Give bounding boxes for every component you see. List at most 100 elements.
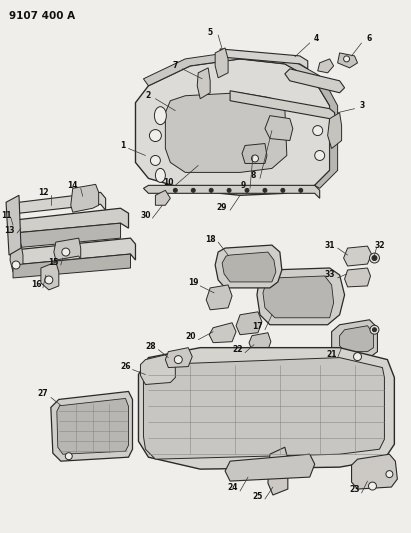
Polygon shape [13,254,131,278]
Polygon shape [215,48,228,78]
Text: 19: 19 [188,278,199,287]
Text: 13: 13 [4,225,14,235]
Circle shape [62,248,70,256]
Circle shape [65,453,72,459]
Polygon shape [339,326,374,352]
Text: 10: 10 [163,178,173,187]
Polygon shape [315,78,337,188]
Circle shape [299,188,303,192]
Text: 27: 27 [37,389,48,398]
Polygon shape [230,91,335,120]
Polygon shape [206,285,232,310]
Text: 6: 6 [367,35,372,44]
Circle shape [369,482,376,490]
Polygon shape [225,454,315,481]
Circle shape [45,276,53,284]
Circle shape [150,156,160,165]
Polygon shape [141,353,175,384]
Text: 23: 23 [349,484,360,494]
Text: 28: 28 [145,342,156,351]
Circle shape [173,188,177,192]
Polygon shape [242,143,267,164]
Polygon shape [165,93,287,172]
Text: 2: 2 [146,91,151,100]
Polygon shape [332,320,377,358]
Ellipse shape [155,107,166,125]
Circle shape [370,325,379,334]
Polygon shape [143,185,320,198]
Polygon shape [351,454,397,489]
Text: 4: 4 [314,35,319,44]
Polygon shape [257,268,344,325]
Polygon shape [344,246,372,266]
Polygon shape [13,238,136,265]
Circle shape [344,56,350,62]
Text: 5: 5 [208,28,213,36]
Polygon shape [265,116,293,141]
Text: 33: 33 [324,270,335,279]
Text: 1: 1 [120,141,125,150]
Polygon shape [328,112,342,149]
Text: 11: 11 [1,211,11,220]
Polygon shape [51,391,132,461]
Circle shape [209,188,213,192]
Polygon shape [13,208,129,233]
Circle shape [281,188,285,192]
Polygon shape [249,333,271,351]
Circle shape [386,471,393,478]
Circle shape [252,155,259,162]
Circle shape [150,130,162,142]
Text: 24: 24 [228,482,238,491]
Polygon shape [318,59,334,73]
Polygon shape [71,184,99,212]
Polygon shape [165,348,192,368]
Polygon shape [143,51,320,86]
Text: 29: 29 [217,203,227,212]
Circle shape [313,126,323,135]
Ellipse shape [155,168,165,182]
Circle shape [245,188,249,192]
Polygon shape [6,195,21,255]
Polygon shape [222,252,276,282]
Text: 20: 20 [185,332,196,341]
Text: 3: 3 [360,101,365,110]
Polygon shape [337,53,358,68]
Text: 9107 400 A: 9107 400 A [9,11,75,21]
Text: 31: 31 [324,240,335,249]
Polygon shape [139,348,395,469]
Text: 8: 8 [250,171,256,180]
Polygon shape [57,399,129,454]
Polygon shape [155,190,170,205]
Circle shape [372,328,376,332]
Polygon shape [263,276,334,318]
Text: 30: 30 [140,211,151,220]
Text: 21: 21 [326,350,337,359]
Polygon shape [236,312,262,335]
Polygon shape [41,262,59,290]
Polygon shape [143,358,384,459]
Circle shape [191,188,195,192]
Text: 32: 32 [374,240,385,249]
Text: 14: 14 [67,181,78,190]
Text: 12: 12 [39,188,49,197]
Polygon shape [136,59,330,195]
Circle shape [372,255,377,261]
Polygon shape [285,69,344,93]
Text: 17: 17 [253,322,263,331]
Text: 18: 18 [205,235,215,244]
Circle shape [227,188,231,192]
Polygon shape [220,49,308,69]
Polygon shape [268,447,288,495]
Polygon shape [215,245,282,288]
Text: 16: 16 [31,280,41,289]
Polygon shape [209,323,236,343]
Circle shape [263,188,267,192]
Text: 9: 9 [240,181,246,190]
Circle shape [12,261,20,269]
Circle shape [369,253,379,263]
Polygon shape [13,223,120,248]
Text: 22: 22 [233,345,243,354]
Polygon shape [344,268,370,287]
Text: 25: 25 [253,491,263,500]
Text: 7: 7 [173,61,178,70]
